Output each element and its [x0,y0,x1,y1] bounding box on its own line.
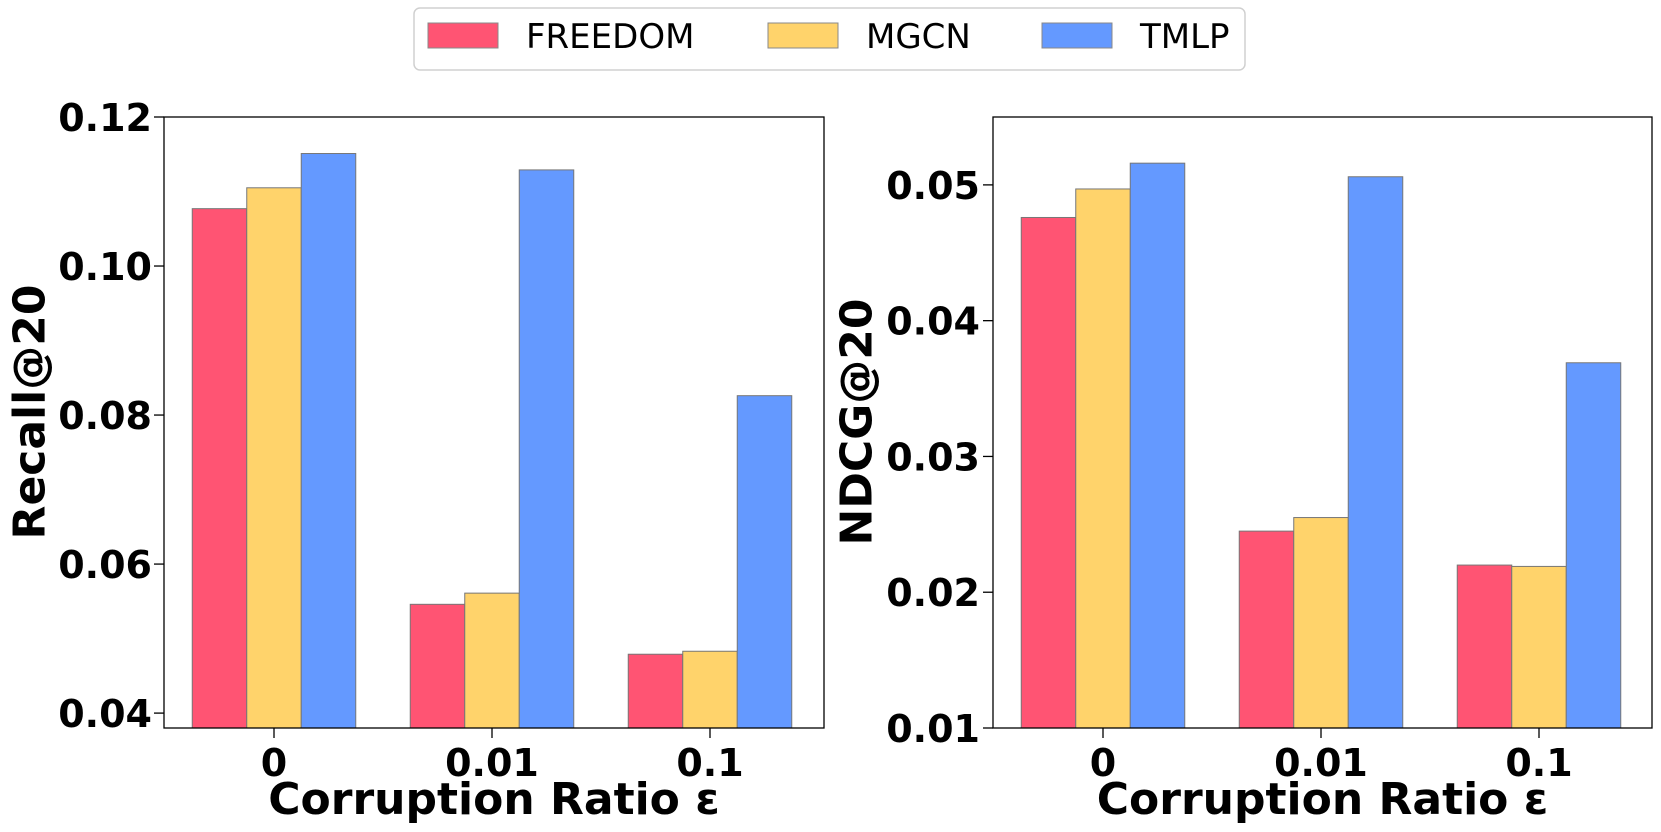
recall-y-tick-label: 0.04 [58,692,152,736]
ndcg-axes-frame [992,116,1653,729]
recall-bar-freedom-0 [191,208,248,729]
ndcg-x-tick-label: 0 [1090,741,1116,785]
legend-swatch-freedom [427,22,499,49]
ndcg-y-tick-label: 0.02 [886,571,980,615]
ndcg-bar-mgcn-0 [1075,188,1131,729]
recall-x-tick-label: 0 [261,741,287,785]
recall-ticks: 0.04 0.06 0.08 0.10 0.12 0 0.01 0.1 [58,96,743,785]
ndcg-bar-freedom-0.1 [1456,564,1513,729]
recall-y-axis-label: Recall@20 [5,285,56,540]
ndcg-bar-freedom-0 [1020,216,1077,729]
recall-bar-freedom-0.1 [627,653,684,729]
ndcg-y-axis-label: NDCG@20 [832,299,883,546]
ndcg-ticks: 0.01 0.02 0.03 0.04 0.05 0 0.01 0.1 [886,164,1572,785]
recall-chart: 0.04 0.06 0.08 0.10 0.12 0 0.01 0.1 Corruption … [5,96,825,825]
ndcg-bar-mgcn-0.01 [1293,517,1349,729]
ndcg-y-tick-label: 0.01 [886,707,980,751]
recall-y-tick-label: 0.06 [58,543,152,587]
legend-entry-freedom: FREEDOM [427,17,694,57]
recall-bar-freedom-0.01 [409,603,466,729]
recall-y-tick-label: 0.10 [58,245,152,289]
recall-bar-mgcn-0.1 [682,650,738,729]
legend-label-mgcn: MGCN [866,17,971,57]
ndcg-y-tick-label: 0.05 [886,164,980,208]
legend-entry-tmlp: TMLP [1041,17,1230,57]
ndcg-y-tick-label: 0.03 [886,435,980,479]
legend-label-freedom: FREEDOM [526,17,694,57]
legend-swatch-mgcn [767,22,839,49]
recall-bar-mgcn-0 [246,187,302,729]
ndcg-x-axis-label: Corruption Ratio ε [1097,774,1548,825]
ndcg-bar-tmlp-0.1 [1565,362,1622,729]
legend-entry-mgcn: MGCN [767,17,971,57]
ndcg-chart: 0.01 0.02 0.03 0.04 0.05 0 0.01 0.1 Corruption … [832,116,1653,825]
ndcg-bar-tmlp-0 [1129,162,1186,729]
ndcg-y-tick-label: 0.04 [886,300,980,344]
ndcg-bars [1020,162,1622,729]
recall-bar-tmlp-0 [300,153,357,729]
ndcg-x-tick-label: 0.1 [1505,741,1572,785]
recall-x-tick-label: 0.1 [676,741,743,785]
ndcg-bar-mgcn-0.1 [1511,565,1567,729]
ndcg-bar-tmlp-0.01 [1347,176,1404,729]
recall-bar-mgcn-0.01 [464,592,520,729]
legend-swatch-tmlp [1041,22,1113,49]
recall-bar-tmlp-0.01 [518,169,575,729]
ndcg-bar-freedom-0.01 [1238,530,1295,729]
legend-label-tmlp: TMLP [1139,17,1230,57]
recall-x-axis-label: Corruption Ratio ε [268,774,719,825]
recall-x-tick-label: 0.01 [445,741,539,785]
recall-y-tick-label: 0.08 [58,394,152,438]
recall-y-tick-label: 0.12 [58,96,152,140]
recall-axes-frame [163,116,825,729]
ndcg-x-tick-label: 0.01 [1274,741,1368,785]
recall-bars [191,153,793,729]
legend: FREEDOM MGCN TMLP [413,7,1246,71]
recall-bar-tmlp-0.1 [736,395,793,729]
